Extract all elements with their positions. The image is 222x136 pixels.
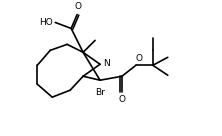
Text: O: O bbox=[136, 54, 143, 63]
Text: O: O bbox=[119, 95, 125, 104]
Text: N: N bbox=[103, 59, 110, 68]
Text: Br: Br bbox=[95, 88, 105, 97]
Text: HO: HO bbox=[40, 18, 53, 27]
Text: O: O bbox=[75, 2, 82, 11]
